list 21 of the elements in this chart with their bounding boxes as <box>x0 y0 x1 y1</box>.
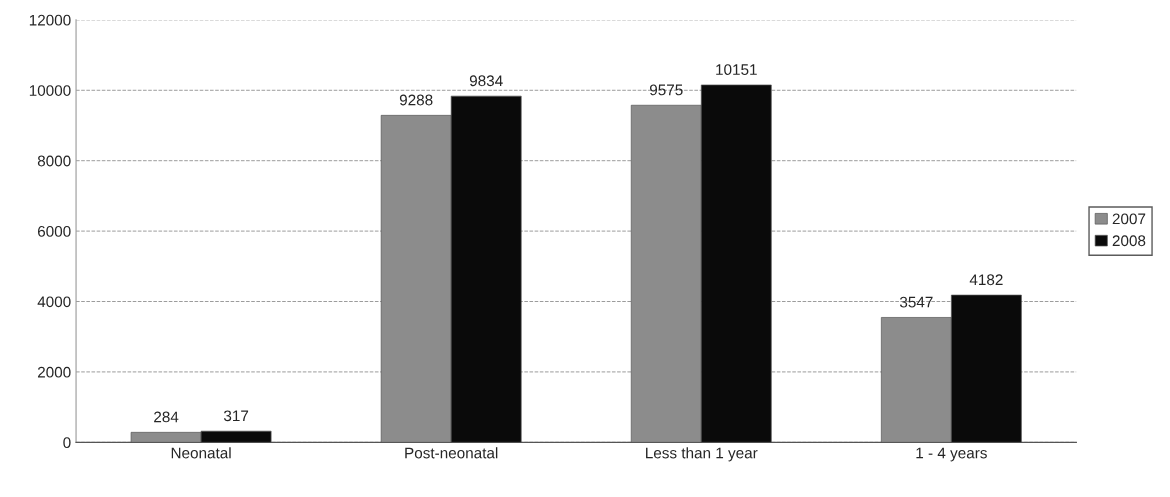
x-tick-label: Less than 1 year <box>646 447 758 462</box>
legend-label: 2008 <box>1112 235 1146 247</box>
data-label: 284 <box>154 411 179 423</box>
y-tick-label: 4000 <box>37 296 71 308</box>
y-tick-label: 8000 <box>37 155 71 167</box>
y-tick-label: 10000 <box>29 85 71 96</box>
data-label: 9834 <box>469 75 503 87</box>
data-label: 317 <box>223 410 249 422</box>
data-label: 4182 <box>969 274 1003 286</box>
legend-label: 2007 <box>1112 213 1146 225</box>
data-label: 9288 <box>399 94 433 106</box>
y-tick-label: 12000 <box>29 14 71 26</box>
y-tick-label: 6000 <box>37 225 71 237</box>
data-label: 10151 <box>716 64 757 76</box>
data-label: 9575 <box>649 84 683 96</box>
data-label: 3547 <box>899 296 933 308</box>
x-tick-label: 1 - 4 years <box>916 447 987 462</box>
y-tick-label: 2000 <box>37 366 71 378</box>
y-tick-label: 0 <box>63 437 71 449</box>
x-tick-label: Post-neonatal <box>405 447 498 459</box>
x-tick-label: Neonatal <box>171 447 231 459</box>
